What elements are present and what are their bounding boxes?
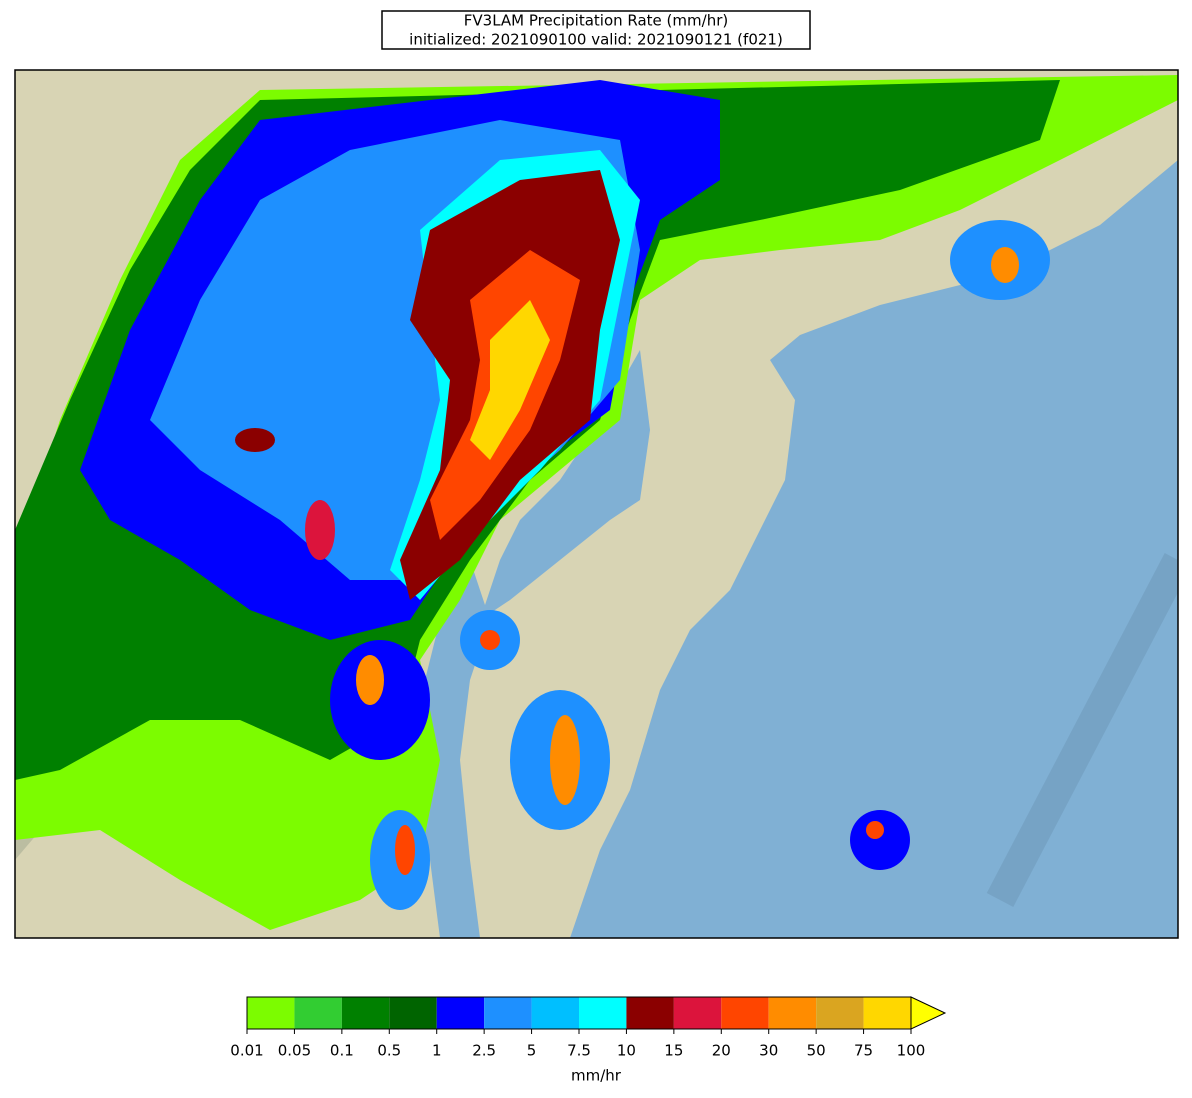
precip-cells xyxy=(235,220,1050,910)
title-box xyxy=(381,10,811,50)
colorbar: 0.01 0.05 0.1 0.5 1 2.5 5 7.5 10 15 20 30 50 75 100 xyxy=(230,996,947,1060)
colorbar-tick-label: 10 xyxy=(617,1042,636,1060)
colorbar-label: mm/hr xyxy=(571,1067,622,1085)
colorbar-tick-label: 15 xyxy=(664,1042,683,1060)
colorbar-segment xyxy=(768,997,817,1029)
colorbar-tick-label: 50 xyxy=(807,1042,826,1060)
colorbar-tick-label: 100 xyxy=(897,1042,926,1060)
storm-core xyxy=(356,655,384,705)
storm-core xyxy=(395,825,415,875)
colorbar-tick-label: 30 xyxy=(759,1042,778,1060)
colorbar-segment xyxy=(389,997,437,1029)
title-line: initialized: 2021090100 valid: 202109012… xyxy=(409,31,783,49)
colorbar-segment xyxy=(341,997,390,1029)
title-line: FV3LAM Precipitation Rate (mm/hr) xyxy=(464,12,728,30)
ocean-shelf xyxy=(986,553,1178,907)
storm-cell xyxy=(850,810,910,870)
colorbar-segment xyxy=(626,997,674,1029)
colorbar-tick-label: 0.05 xyxy=(278,1042,311,1060)
colorbar-tick-label: 0.01 xyxy=(230,1042,263,1060)
colorbar-segment xyxy=(721,997,769,1029)
precip-max xyxy=(470,300,550,460)
colorbar-tick-label: 0.5 xyxy=(377,1042,401,1060)
storm-core xyxy=(235,428,275,452)
storm-core xyxy=(550,715,580,805)
colorbar-tick-label: 2.5 xyxy=(472,1042,496,1060)
map xyxy=(15,70,1178,938)
storm-core xyxy=(480,630,500,650)
colorbar-segment xyxy=(436,997,485,1029)
colorbar-segment xyxy=(531,997,579,1029)
colorbar-segment xyxy=(484,997,532,1029)
colorbar-extend xyxy=(910,996,947,1030)
map-frame xyxy=(14,69,1179,939)
ocean xyxy=(570,160,1178,938)
storm-core xyxy=(866,821,884,839)
colorbar-tick-label: 7.5 xyxy=(567,1042,591,1060)
colorbar-segment xyxy=(294,997,342,1029)
colorbar-tick-label: 0.1 xyxy=(330,1042,354,1060)
storm-core xyxy=(305,500,335,560)
colorbar-tick-label: 5 xyxy=(527,1042,537,1060)
colorbar-segment xyxy=(579,997,627,1029)
colorbar-tick-label: 20 xyxy=(712,1042,731,1060)
colorbar-tick-label: 1 xyxy=(432,1042,442,1060)
storm-core xyxy=(991,247,1019,283)
storm-cell xyxy=(330,640,430,760)
colorbar-segment xyxy=(673,997,722,1029)
colorbar-segment xyxy=(247,997,295,1029)
colorbar-tick-label: 75 xyxy=(854,1042,873,1060)
colorbar-segment xyxy=(863,997,911,1029)
colorbar-segment xyxy=(816,997,864,1029)
